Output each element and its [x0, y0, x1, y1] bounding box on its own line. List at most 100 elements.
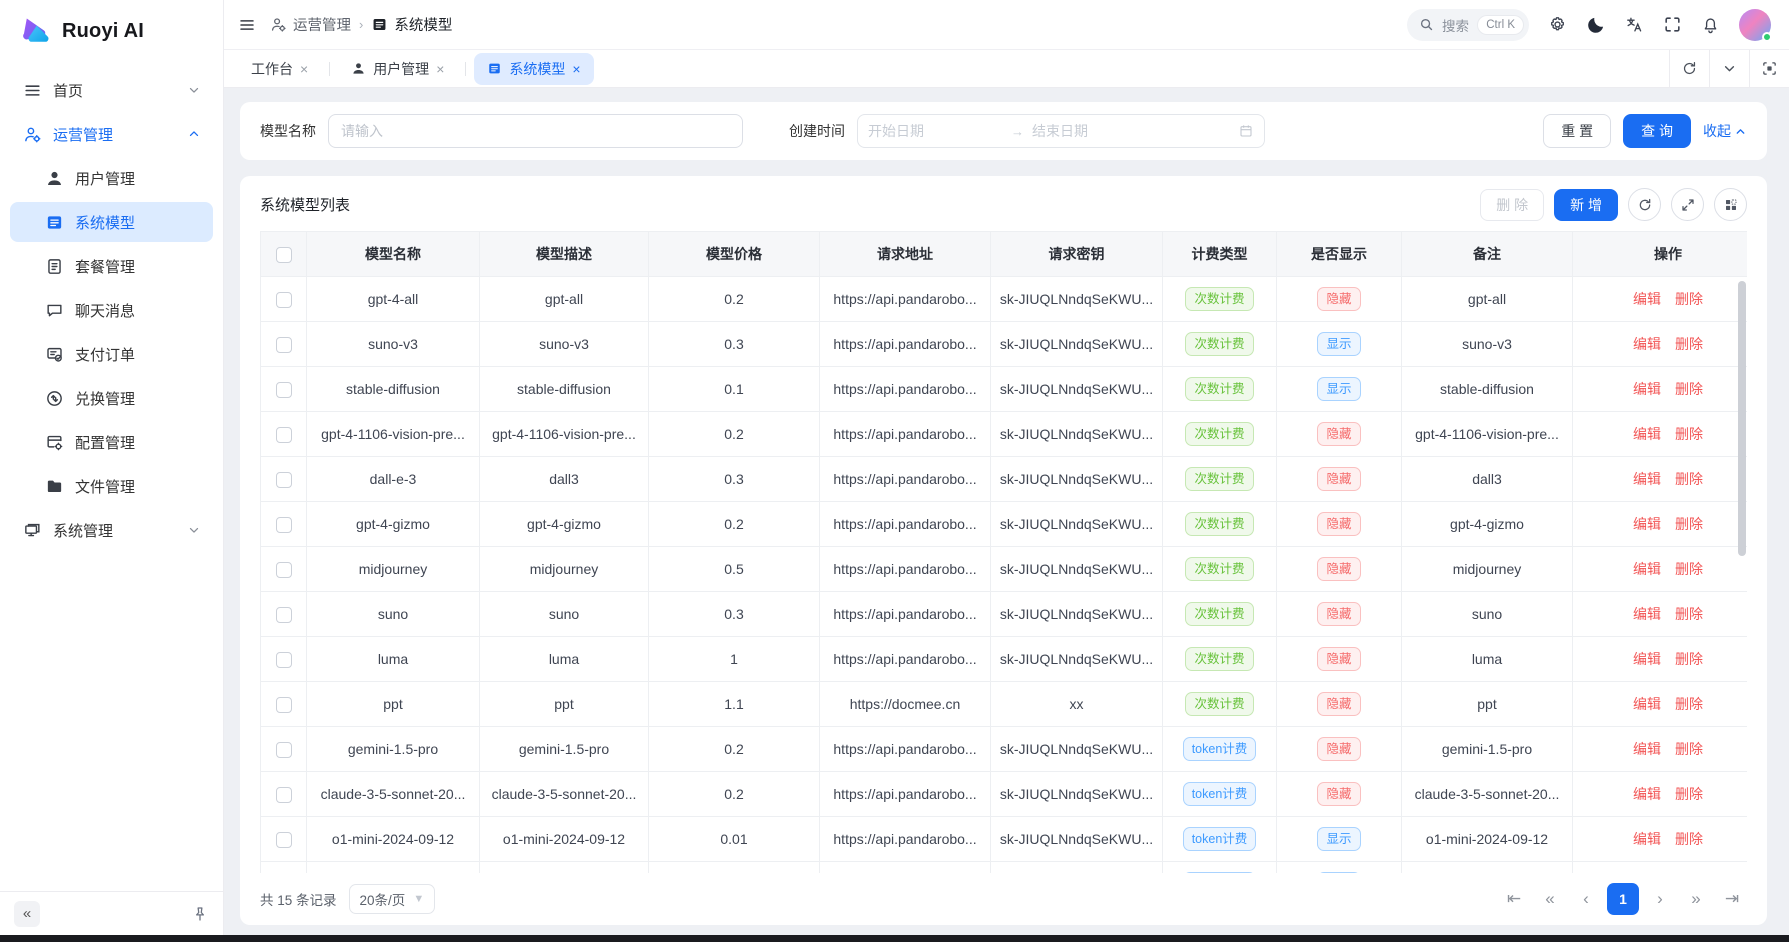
- table-scrollbar[interactable]: [1738, 281, 1746, 556]
- sidebar-item-chat-messages[interactable]: 聊天消息: [10, 290, 213, 330]
- sidebar-item-file-mgmt[interactable]: 文件管理: [10, 466, 213, 506]
- first-page-icon[interactable]: ⇤: [1506, 889, 1522, 908]
- select-all-checkbox[interactable]: [275, 246, 292, 263]
- notifications-bell-icon[interactable]: [1701, 15, 1720, 34]
- row-checkbox[interactable]: [275, 606, 292, 623]
- delete-link[interactable]: 删除: [1675, 606, 1703, 622]
- row-checkbox[interactable]: [275, 291, 292, 308]
- delete-link[interactable]: 删除: [1675, 426, 1703, 442]
- fullscreen-icon[interactable]: [1663, 15, 1682, 34]
- last-page-icon[interactable]: ⇥: [1724, 889, 1740, 908]
- row-checkbox[interactable]: [275, 336, 292, 353]
- close-tab-icon[interactable]: ×: [300, 60, 309, 77]
- user-avatar[interactable]: [1739, 8, 1772, 42]
- delete-link[interactable]: 删除: [1675, 516, 1703, 532]
- edit-link[interactable]: 编辑: [1633, 741, 1661, 757]
- sidebar-item-system-model[interactable]: 系统模型: [10, 202, 213, 242]
- tab-more-chevron-icon[interactable]: [1709, 50, 1749, 87]
- expand-table-icon[interactable]: [1671, 188, 1704, 221]
- delete-link[interactable]: 删除: [1675, 336, 1703, 352]
- query-button[interactable]: 查 询: [1623, 114, 1691, 148]
- breadcrumb-item[interactable]: 系统模型: [371, 14, 452, 35]
- row-checkbox[interactable]: [275, 471, 292, 488]
- edit-link[interactable]: 编辑: [1633, 291, 1661, 307]
- translate-icon[interactable]: [1625, 15, 1644, 34]
- end-date-input[interactable]: [1032, 123, 1167, 139]
- delete-link[interactable]: 删除: [1675, 471, 1703, 487]
- row-checkbox[interactable]: [275, 741, 292, 758]
- row-checkbox[interactable]: [275, 561, 292, 578]
- row-checkbox[interactable]: [275, 831, 292, 848]
- sidebar-item-config-mgmt[interactable]: 配置管理: [10, 422, 213, 462]
- sidebar-item-package-mgmt[interactable]: 套餐管理: [10, 246, 213, 286]
- next-page-icon[interactable]: ›: [1657, 889, 1663, 908]
- delete-link[interactable]: 删除: [1675, 696, 1703, 712]
- start-date-input[interactable]: [868, 123, 1003, 139]
- sidebar-item-home[interactable]: 首页: [10, 70, 213, 110]
- add-button[interactable]: 新 增: [1554, 188, 1618, 221]
- edit-link[interactable]: 编辑: [1633, 786, 1661, 802]
- cell-desc: gpt-all: [479, 276, 649, 322]
- breadcrumb-item[interactable]: 运营管理: [270, 14, 351, 35]
- column-settings-icon[interactable]: [1714, 188, 1747, 221]
- tab-refresh-icon[interactable]: [1669, 50, 1709, 87]
- delete-link[interactable]: 删除: [1675, 291, 1703, 307]
- sidebar-item-label: 兑换管理: [75, 390, 136, 408]
- edit-link[interactable]: 编辑: [1633, 561, 1661, 577]
- edit-link[interactable]: 编辑: [1633, 606, 1661, 622]
- reset-button[interactable]: 重 置: [1543, 114, 1612, 148]
- edit-link[interactable]: 编辑: [1633, 381, 1661, 397]
- sidebar-item-payment-orders[interactable]: 支付订单: [10, 334, 213, 374]
- brand[interactable]: Ruoyi AI: [0, 0, 223, 58]
- collapse-filter-link[interactable]: 收起: [1703, 121, 1747, 141]
- row-checkbox[interactable]: [275, 696, 292, 713]
- close-tab-icon[interactable]: ×: [572, 60, 581, 77]
- global-search[interactable]: 搜索 Ctrl K: [1407, 8, 1529, 41]
- dark-mode-moon-icon[interactable]: [1586, 15, 1606, 35]
- cell-remark: gpt-4-gizmo: [1401, 501, 1573, 547]
- edit-link[interactable]: 编辑: [1633, 426, 1661, 442]
- content-fullscreen-icon[interactable]: [1749, 50, 1789, 87]
- user-gear-icon: [22, 124, 42, 144]
- edit-link[interactable]: 编辑: [1633, 831, 1661, 847]
- pin-icon[interactable]: [191, 905, 209, 923]
- sidebar-item-operations[interactable]: 运营管理: [10, 114, 213, 154]
- delete-link[interactable]: 删除: [1675, 651, 1703, 667]
- edit-link[interactable]: 编辑: [1633, 696, 1661, 712]
- sidebar-item-system-mgmt[interactable]: 系统管理: [10, 510, 213, 550]
- prev-page-icon[interactable]: ‹: [1583, 889, 1589, 908]
- sidebar-collapse-button[interactable]: «: [14, 900, 40, 927]
- delete-link[interactable]: 删除: [1675, 786, 1703, 802]
- sidebar-item-user-mgmt[interactable]: 用户管理: [10, 158, 213, 198]
- row-checkbox[interactable]: [275, 426, 292, 443]
- delete-link[interactable]: 删除: [1675, 381, 1703, 397]
- delete-link[interactable]: 删除: [1675, 741, 1703, 757]
- model-name-input[interactable]: [328, 114, 743, 148]
- sidebar-item-label: 聊天消息: [75, 302, 136, 320]
- row-checkbox[interactable]: [275, 381, 292, 398]
- row-checkbox[interactable]: [275, 516, 292, 533]
- current-page-button[interactable]: 1: [1607, 883, 1639, 915]
- batch-delete-button[interactable]: 删 除: [1480, 188, 1545, 221]
- close-tab-icon[interactable]: ×: [436, 60, 445, 77]
- delete-link[interactable]: 删除: [1675, 831, 1703, 847]
- delete-link[interactable]: 删除: [1675, 561, 1703, 577]
- date-range-picker[interactable]: →: [857, 114, 1265, 148]
- tab-workbench[interactable]: 工作台 ×: [238, 53, 321, 85]
- page-size-select[interactable]: 20条/页 ▼: [348, 884, 436, 914]
- table-row: suno-v3 suno-v3 0.3 https://api.pandarobo..…: [260, 321, 1747, 367]
- settings-gear-icon[interactable]: [1548, 15, 1567, 34]
- row-checkbox[interactable]: [275, 651, 292, 668]
- edit-link[interactable]: 编辑: [1633, 336, 1661, 352]
- jump-back-icon[interactable]: «: [1545, 889, 1555, 908]
- edit-link[interactable]: 编辑: [1633, 651, 1661, 667]
- menu-toggle-icon[interactable]: [238, 16, 256, 34]
- jump-forward-icon[interactable]: »: [1691, 889, 1701, 908]
- sidebar-item-exchange-mgmt[interactable]: 兑换管理: [10, 378, 213, 418]
- tab-system-model[interactable]: 系统模型 ×: [474, 52, 594, 85]
- row-checkbox[interactable]: [275, 786, 292, 803]
- tab-user-mgmt[interactable]: 用户管理 ×: [338, 53, 457, 85]
- edit-link[interactable]: 编辑: [1633, 516, 1661, 532]
- edit-link[interactable]: 编辑: [1633, 471, 1661, 487]
- refresh-table-icon[interactable]: [1628, 188, 1661, 221]
